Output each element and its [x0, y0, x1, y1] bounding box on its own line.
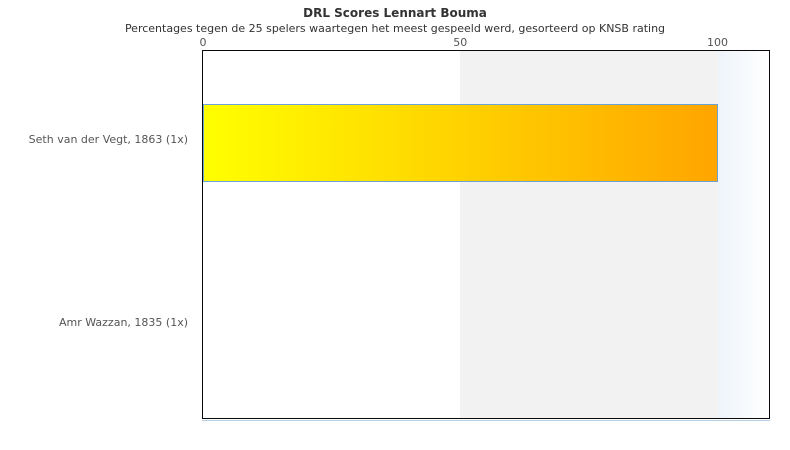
category-label: Seth van der Vegt, 1863 (1x) — [28, 133, 188, 146]
bar-seth-van-der-vegt[interactable] — [203, 104, 718, 182]
x-axis-tick-label-0: 0 — [199, 36, 207, 49]
plot-area — [202, 50, 770, 419]
category-label: Amr Wazzan, 1835 (1x) — [58, 316, 188, 329]
chart-title: DRL Scores Lennart Bouma — [303, 6, 487, 20]
plot-band-overflow — [717, 51, 769, 418]
axis-shadow-line — [202, 420, 770, 421]
x-axis-tick-label-50: 50 — [453, 36, 468, 49]
chart-subtitle: Percentages tegen de 25 spelers waartege… — [124, 22, 666, 35]
x-axis-tick-label-100: 100 — [707, 36, 729, 49]
